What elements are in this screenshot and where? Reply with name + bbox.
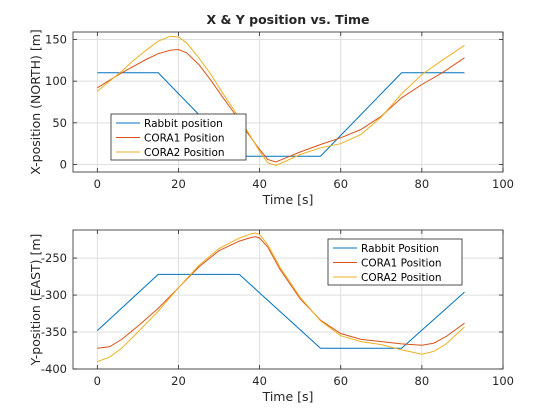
x-tick-label: 80 bbox=[415, 177, 430, 191]
legend-entry-3: CORA2 Position bbox=[144, 147, 225, 159]
x-tick-label: 20 bbox=[171, 374, 186, 388]
series-line-1 bbox=[97, 72, 465, 157]
legend-entry-2: CORA1 Position bbox=[144, 133, 225, 145]
y-tick-label: -400 bbox=[41, 362, 67, 376]
legend-entry-2: CORA1 Position bbox=[361, 258, 442, 270]
series-line-2 bbox=[97, 236, 465, 349]
legend-entry-3: CORA2 Position bbox=[361, 272, 442, 284]
chart-title: X & Y position vs. Time bbox=[206, 12, 369, 27]
series-line-1 bbox=[96, 273, 465, 349]
legend-entry-1: Rabbit Position bbox=[361, 243, 439, 255]
y-position-chart: 0 20 40 60 80 100 -400 -350 -300 -250 Time [s] Y-po… bbox=[28, 229, 514, 404]
y-tick-label: 150 bbox=[45, 33, 67, 47]
legend: Rabbit Position CORA1 Position CORA2 Posit… bbox=[327, 238, 463, 286]
x-axis-label: Time [s] bbox=[262, 389, 314, 404]
x-tick-label: 60 bbox=[333, 177, 348, 191]
legend-entry-1: Rabbit position bbox=[144, 118, 223, 130]
series-line-3 bbox=[96, 35, 465, 166]
axes-box bbox=[72, 229, 504, 370]
x-tick-label: 80 bbox=[415, 374, 430, 388]
series-line-3 bbox=[97, 232, 465, 363]
y-tick-label: -300 bbox=[41, 288, 67, 302]
y-tick-label: -250 bbox=[41, 251, 67, 265]
series-line-2 bbox=[97, 48, 465, 163]
x-tick-label: 0 bbox=[94, 177, 101, 191]
x-tick-label: 0 bbox=[94, 374, 101, 388]
axes-box bbox=[72, 31, 504, 173]
y-tick-label: 50 bbox=[52, 116, 67, 130]
y-tick-label: 100 bbox=[45, 74, 67, 88]
x-tick-label: 100 bbox=[492, 177, 514, 191]
x-tick-label: 40 bbox=[252, 177, 267, 191]
x-tick-label: 40 bbox=[252, 374, 267, 388]
x-axis-label: Time [s] bbox=[262, 192, 314, 207]
x-tick-label: 60 bbox=[333, 374, 348, 388]
x-tick-label: 100 bbox=[492, 374, 514, 388]
x-tick-label: 20 bbox=[171, 177, 186, 191]
y-axis-label: Y-position (EAST) [m] bbox=[28, 234, 43, 367]
legend: Rabbit position CORA1 Position CORA2 Posit… bbox=[110, 113, 247, 161]
x-position-chart: 0 20 40 60 80 100 0 50 100 150 X & Y position vs. … bbox=[28, 12, 514, 207]
y-axis-label: X-position (NORTH) [m] bbox=[28, 29, 43, 175]
y-tick-label: -350 bbox=[41, 325, 67, 339]
y-tick-label: 0 bbox=[60, 158, 67, 172]
